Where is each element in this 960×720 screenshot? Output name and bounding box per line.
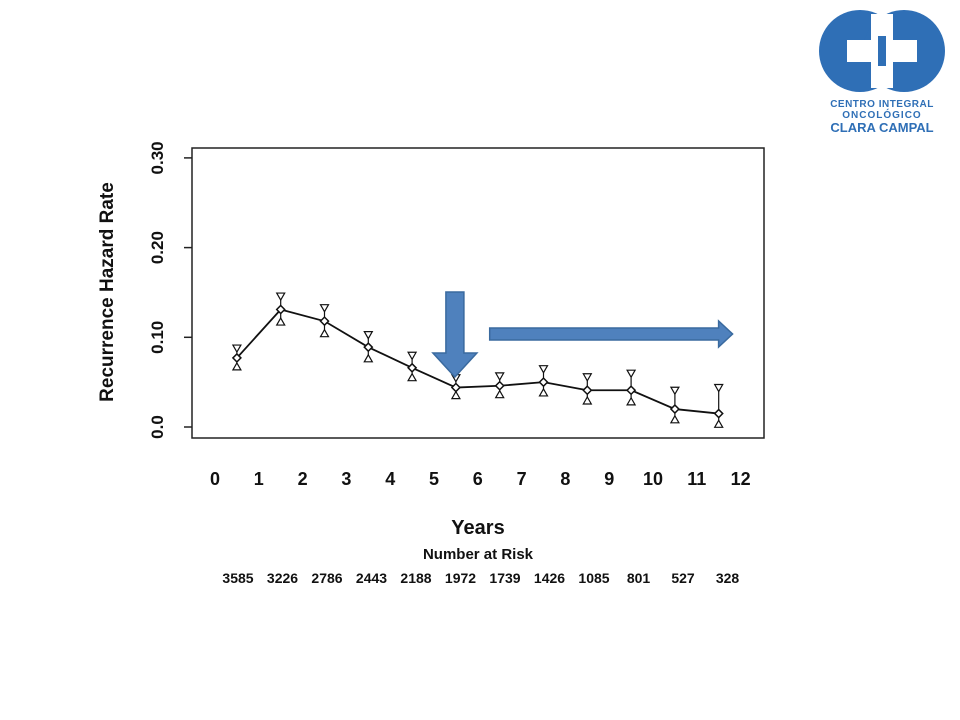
risk-count: 2786 [311,570,342,586]
lower-ci-marker [275,316,286,326]
y-tick-label: 0.0 [148,415,167,439]
data-point [231,352,242,363]
x-tick-label: 11 [687,469,706,489]
data-point [275,304,286,315]
x-tick-label: 4 [385,469,395,489]
upper-ci-marker [582,373,593,382]
upper-ci-marker [231,344,242,354]
x-tick-label: 5 [429,469,439,489]
data-point [363,342,374,353]
data-point [538,377,549,388]
upper-ci-marker [363,331,374,340]
upper-ci-marker [626,369,637,379]
lower-ci-marker [450,390,461,400]
risk-count: 3585 [222,570,253,586]
right-arrow-icon [488,319,734,349]
risk-count: 2188 [400,570,431,586]
data-point [713,408,724,419]
upper-ci-marker [494,372,505,382]
data-point [319,316,330,327]
x-tick-label: 7 [517,469,527,489]
x-tick-label: 8 [560,469,570,489]
data-point [494,380,505,391]
lower-ci-marker [626,396,637,406]
x-axis-label: Years [451,517,504,539]
x-tick-label: 3 [341,469,351,489]
data-point [582,385,593,396]
down-arrow-icon [431,291,479,379]
x-tick-label: 2 [298,469,308,489]
x-tick-label: 6 [473,469,483,489]
upper-ci-marker [319,304,330,313]
x-tick-label: 10 [643,469,663,489]
lower-ci-marker [582,395,593,405]
risk-count: 801 [627,570,651,586]
lower-ci-marker [231,361,242,371]
logo-line1: CENTRO INTEGRAL [830,99,934,110]
y-tick-label: 0.20 [148,231,167,264]
lower-ci-marker [363,353,374,363]
lower-ci-marker [538,387,549,397]
lower-ci-marker [319,328,330,338]
data-point [450,382,461,393]
data-point [407,362,418,373]
risk-count: 3226 [267,570,298,586]
risk-count: 527 [671,570,695,586]
annotations [431,291,734,379]
series-line [236,308,719,415]
y-tick-label: 0.30 [148,141,167,174]
y-axis-label: Recurrence Hazard Rate [97,182,118,402]
x-axis: 0 1 2 3 4 5 6 7 8 9 10 11 12 [210,469,751,489]
lower-ci-marker [713,419,724,428]
y-axis: 0.0 0.10 0.20 0.30 [148,141,192,439]
risk-count: 328 [716,570,740,586]
risk-count: 1739 [489,570,520,586]
risk-table: 3585 3226 2786 2443 2188 1972 1739 1426 1085 801 5… [222,570,739,586]
lower-ci-marker [669,414,680,424]
lower-ci-marker [407,372,418,382]
risk-count: 1972 [445,570,476,586]
risk-count: 2443 [356,570,387,586]
logo-line3: CLARA CAMPAL [830,120,933,135]
logo-emblem-icon [819,10,945,92]
plot-frame [191,147,765,439]
x-tick-label: 1 [254,469,264,489]
x-tick-label: 0 [210,469,220,489]
x-tick-label: 9 [604,469,614,489]
upper-ci-marker [407,351,418,361]
upper-ci-marker [275,292,286,302]
risk-count: 1426 [534,570,565,586]
y-tick-label: 0.10 [148,321,167,354]
upper-ci-marker [538,365,549,374]
x-tick-label: 12 [731,469,751,489]
upper-ci-marker [713,383,724,393]
clara-campal-logo: CENTRO INTEGRAL ONCOLÓGICO CLARA CAMPAL [819,10,945,135]
risk-count: 1085 [578,570,609,586]
series [231,292,724,428]
risk-table-title: Number at Risk [423,546,534,563]
data-point [669,403,680,415]
lower-ci-marker [494,389,505,399]
logo-line2: ONCOLÓGICO [842,108,921,121]
upper-ci-marker [669,386,680,396]
data-point [626,385,637,396]
